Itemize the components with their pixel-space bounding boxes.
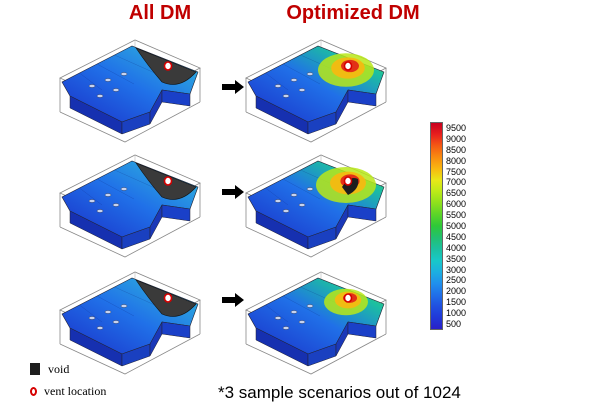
colorbar-labels: 9500 9000 8500 8000 7500 7000 6500 6000 5500 5000…: [446, 122, 502, 330]
colorbar-tick-label: 7500: [446, 166, 467, 177]
colorbar-tick-label: 4000: [446, 242, 467, 253]
legend-void-label: void: [48, 361, 70, 376]
colorbar-tick-label: 4500: [446, 231, 467, 242]
vent-location-icon: [163, 61, 173, 71]
arrow-right-icon: [222, 185, 244, 199]
colorbar-tick-label: 3500: [446, 253, 467, 264]
colorbar-tick-label: 9000: [446, 133, 467, 144]
colorbar-tick-label: 7000: [446, 177, 467, 188]
colorbar-tick-label: 1500: [446, 297, 467, 308]
colorbar-gradient: [430, 122, 443, 330]
legend-item-void: void: [30, 358, 106, 380]
legend-vent-label: vent location: [44, 383, 107, 398]
column-title-all-dm: All DM: [128, 2, 192, 24]
column-title-optimized-dm: Optimized DM: [286, 2, 420, 24]
legend: void vent location: [30, 358, 106, 402]
colorbar-tick-label: 1000: [446, 308, 467, 319]
mold-surface: [61, 45, 199, 135]
colorbar-tick-label: 6000: [446, 199, 467, 210]
legend-item-vent: vent location: [30, 380, 106, 402]
footnote: *3 sample scenarios out of 1024: [218, 383, 461, 402]
vent-location-icon: [163, 176, 173, 186]
colorbar-tick-label: 6500: [446, 188, 467, 199]
colorbar-tick-label: 3000: [446, 264, 467, 275]
colorbar-tick-label: 500: [446, 319, 462, 329]
plot-scenario-3-optimized-dm: [236, 262, 396, 375]
plot-scenario-3-all-dm: [50, 262, 210, 375]
void-swatch-icon: [30, 363, 40, 375]
colorbar-tick-label: 2000: [446, 286, 467, 297]
colorbar-tick-label: 5000: [446, 221, 467, 231]
arrow-right-icon: [222, 80, 244, 94]
plot-scenario-1-all-dm: [50, 30, 210, 143]
colorbar-tick-label: 8500: [446, 144, 467, 155]
colorbar: 9500 9000 8500 8000 7500 7000 6500 6000 5500 5000…: [430, 122, 502, 330]
vent-location-icon: [163, 293, 173, 303]
plot-scenario-2-optimized-dm: [236, 145, 396, 258]
colorbar-tick-label: 8000: [446, 155, 467, 166]
colorbar-tick-label: 2500: [446, 275, 467, 286]
mold-surface: [247, 277, 385, 367]
vent-location-icon: [343, 61, 353, 71]
colorbar-tick-label: 5500: [446, 210, 467, 221]
arrow-right-icon: [222, 293, 244, 307]
vent-location-icon: [30, 386, 37, 396]
plot-scenario-2-all-dm: [50, 145, 210, 258]
plot-scenario-1-optimized-dm: [236, 30, 396, 143]
vent-location-icon: [343, 176, 353, 186]
vent-location-icon: [343, 293, 353, 303]
mold-surface: [61, 160, 199, 250]
colorbar-tick-label: 9500: [446, 123, 467, 133]
mold-surface: [61, 277, 199, 367]
